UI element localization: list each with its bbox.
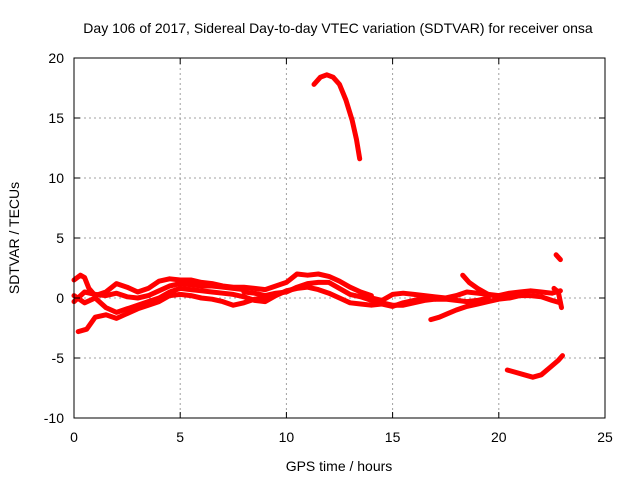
x-tick-label: 15: [385, 429, 401, 445]
x-axis-label: GPS time / hours: [286, 458, 393, 474]
y-tick-label: 15: [48, 110, 64, 126]
x-tick-label: 0: [70, 429, 78, 445]
x-tick-label: 20: [491, 429, 507, 445]
data-series: [71, 72, 565, 380]
chart-title: Day 106 of 2017, Sidereal Day-to-day VTE…: [83, 20, 593, 36]
series-track-11: [553, 252, 563, 263]
series-track-8: [460, 272, 502, 300]
x-tick-label: 25: [597, 429, 613, 445]
y-tick-label: 0: [56, 290, 64, 306]
series-track-9: [311, 72, 363, 162]
grid-lines: [74, 58, 605, 418]
y-tick-label: 5: [56, 230, 64, 246]
x-tick-label: 5: [176, 429, 184, 445]
series-track-12: [551, 285, 564, 311]
y-tick-label: 10: [48, 170, 64, 186]
y-tick-label: -5: [52, 350, 65, 366]
y-tick-label: 20: [48, 50, 64, 66]
series-track-10: [504, 353, 565, 380]
axis-ticks: 0 5 10 15 20 25 -10 -5 0 5 10 15 20: [44, 50, 613, 445]
y-tick-label: -10: [44, 410, 64, 426]
y-axis-label: SDTVAR / TECUs: [6, 182, 22, 294]
series-track-7: [428, 293, 563, 323]
series-track-4: [71, 281, 247, 305]
x-tick-label: 10: [279, 429, 295, 445]
series-track-3: [75, 291, 268, 335]
series-track-6: [358, 288, 563, 303]
